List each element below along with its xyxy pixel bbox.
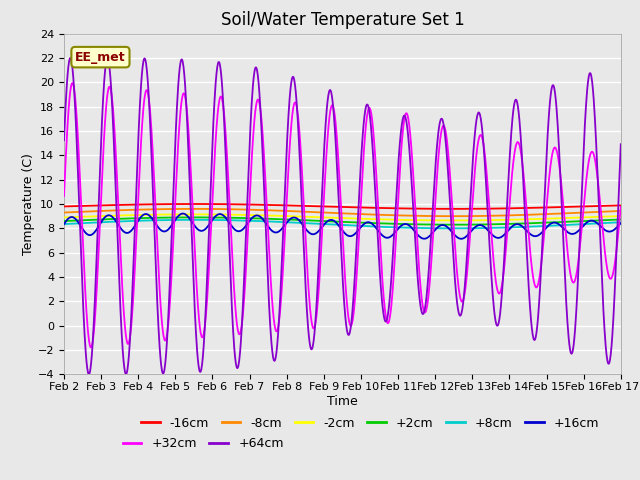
X-axis label: Time: Time (327, 395, 358, 408)
Text: EE_met: EE_met (75, 51, 126, 64)
Legend: +32cm, +64cm: +32cm, +64cm (118, 432, 289, 455)
Y-axis label: Temperature (C): Temperature (C) (22, 153, 35, 255)
Title: Soil/Water Temperature Set 1: Soil/Water Temperature Set 1 (221, 11, 464, 29)
